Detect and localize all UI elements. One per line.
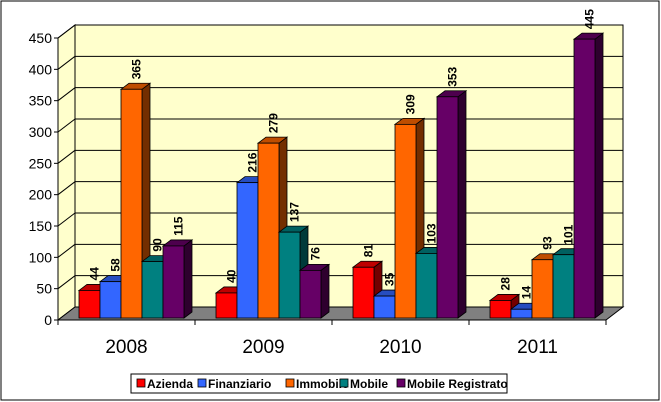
legend-label: Azienda	[147, 377, 193, 391]
bar-front	[573, 38, 596, 319]
data-label: 14	[520, 286, 534, 300]
bar-front	[489, 300, 512, 319]
bar-front	[436, 96, 459, 319]
x-tick-label: 2010	[379, 337, 421, 358]
gridline-side	[57, 87, 76, 102]
legend-box	[130, 373, 508, 394]
bar-front	[236, 182, 259, 319]
data-label: 103	[425, 223, 439, 243]
bar-side	[594, 32, 604, 319]
bar-front	[257, 142, 280, 319]
data-label: 365	[130, 59, 144, 79]
bar-side	[320, 263, 330, 319]
floor	[56, 306, 625, 321]
y-tick-label: 350	[29, 93, 53, 109]
gridline-side	[57, 55, 76, 70]
data-label: 90	[151, 238, 165, 252]
gridline-side	[57, 149, 76, 164]
data-label: 28	[499, 277, 513, 291]
bar-side	[183, 239, 193, 319]
bar-front	[299, 269, 322, 319]
y-tick-label: 0	[44, 312, 52, 328]
legend: Azienda Finanziario Immobile Mobile Mobile R…	[130, 373, 508, 394]
legend-item: Mobile Registrato	[396, 377, 508, 391]
bar-front	[215, 292, 238, 319]
bar-front	[394, 123, 417, 319]
data-label: 353	[446, 66, 460, 86]
data-label: 309	[404, 94, 418, 114]
bar-front	[552, 254, 575, 319]
data-label: 40	[225, 269, 239, 283]
x-tick-label: 2008	[105, 337, 147, 358]
bar-front	[531, 259, 554, 319]
bar-front	[99, 281, 122, 319]
bar-front	[78, 290, 101, 319]
x-tick-label: 2011	[517, 337, 558, 358]
legend-item: Immobile	[285, 377, 349, 391]
bar-front	[510, 308, 533, 319]
legend-item: Finanziario	[197, 377, 271, 391]
bar	[435, 89, 468, 319]
legend-swatch	[339, 378, 349, 388]
data-label: 137	[288, 202, 302, 222]
y-tick-label: 300	[29, 124, 53, 140]
data-label: 101	[562, 224, 576, 244]
x-tick-label: 2009	[242, 337, 284, 358]
y-tick-label: 400	[29, 61, 53, 77]
bar	[161, 239, 194, 319]
bar-front	[278, 231, 301, 319]
y-tick-label: 100	[29, 249, 53, 265]
gridline-side	[57, 24, 76, 39]
legend-item: Azienda	[136, 377, 193, 391]
bar	[298, 263, 331, 319]
bar-front	[415, 253, 438, 319]
bar	[572, 32, 605, 319]
data-label: 81	[362, 244, 376, 258]
legend-label: Immobile	[296, 377, 349, 391]
data-label: 445	[583, 9, 597, 29]
y-tick-label: 50	[36, 281, 52, 297]
data-label: 58	[109, 258, 123, 272]
gridline-side	[57, 118, 76, 133]
y-tick-label: 250	[29, 155, 53, 171]
gridline-side	[57, 181, 76, 196]
data-label: 93	[541, 236, 555, 250]
y-tick-label: 200	[29, 187, 53, 203]
y-tick-label: 150	[29, 218, 53, 234]
bar-front	[120, 88, 143, 319]
data-label: 279	[267, 113, 281, 133]
data-label: 44	[88, 267, 102, 281]
gridline-side	[57, 243, 76, 258]
data-label: 76	[309, 247, 323, 261]
bar-side	[457, 89, 467, 319]
gridline-side	[57, 212, 76, 227]
data-label: 216	[246, 152, 260, 172]
y-tick-label: 450	[29, 30, 53, 46]
bar-front	[373, 295, 396, 319]
legend-swatch	[396, 378, 406, 388]
side-wall	[57, 23, 76, 322]
legend-label: Mobile Registrato	[407, 377, 508, 391]
legend-label: Mobile	[350, 377, 388, 391]
legend-item: Mobile	[339, 377, 388, 391]
legend-swatch	[197, 378, 207, 388]
legend-swatch	[136, 378, 146, 388]
gridline-side	[57, 275, 76, 290]
legend-label: Finanziario	[208, 377, 271, 391]
bar-front	[141, 261, 164, 319]
bar-front	[352, 266, 375, 319]
data-label: 115	[172, 216, 186, 236]
bar-front	[162, 245, 185, 319]
data-label: 35	[383, 272, 397, 286]
legend-swatch	[285, 378, 295, 388]
